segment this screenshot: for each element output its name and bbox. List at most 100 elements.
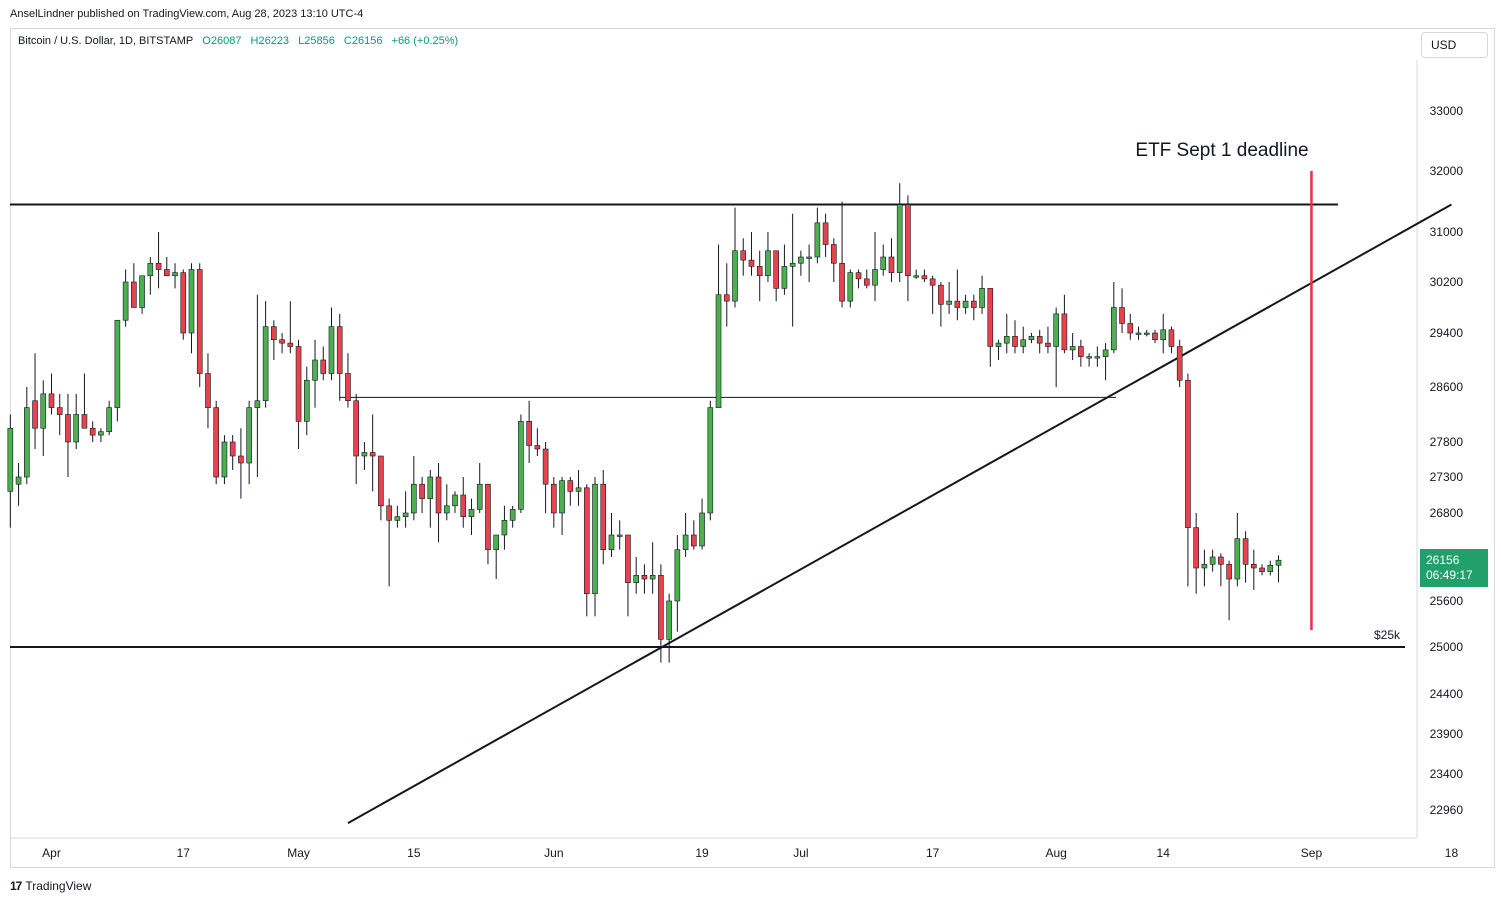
candle[interactable] [929,275,936,314]
candle[interactable] [756,250,763,302]
candle[interactable] [7,414,14,528]
currency-button[interactable]: USD [1421,32,1488,58]
candle[interactable] [1053,307,1059,388]
candle[interactable] [781,244,788,295]
candle[interactable] [287,301,294,354]
candle[interactable] [946,282,952,314]
candle[interactable] [987,288,994,367]
candle[interactable] [476,463,483,513]
candle[interactable] [172,263,178,289]
candle[interactable] [600,470,607,565]
support-trendline[interactable] [347,203,1452,824]
candle[interactable] [427,470,434,528]
candle[interactable] [592,477,598,617]
candle[interactable] [89,421,96,442]
candle[interactable] [814,207,821,264]
candle[interactable] [954,269,961,321]
candle[interactable] [905,195,911,302]
candle[interactable] [328,307,335,381]
candle[interactable] [658,564,664,663]
candle[interactable] [295,339,302,449]
candle[interactable] [567,477,574,506]
candle[interactable] [723,263,730,327]
candle[interactable] [888,238,895,282]
candle[interactable] [962,294,969,314]
candle[interactable] [740,238,747,276]
candle[interactable] [435,463,442,543]
candle[interactable] [526,400,532,463]
candle[interactable] [336,313,343,401]
candle[interactable] [114,319,121,422]
candle[interactable] [56,393,63,436]
candle[interactable] [40,380,47,456]
candle[interactable] [98,428,104,442]
candle[interactable] [65,393,71,477]
candle[interactable] [732,207,738,308]
candle[interactable] [163,257,170,277]
footer[interactable]: 17 TradingView [10,879,91,893]
candle[interactable] [616,520,623,550]
candle[interactable] [1127,313,1134,340]
candle[interactable] [1135,326,1142,340]
candle[interactable] [180,269,187,340]
candle[interactable] [641,564,648,594]
candle[interactable] [649,542,656,594]
candle[interactable] [921,269,928,283]
candle[interactable] [1251,549,1257,590]
candle[interactable] [378,455,384,521]
candle[interactable] [1119,288,1125,333]
candle[interactable] [1012,320,1018,354]
candle[interactable] [666,593,672,663]
candle[interactable] [765,232,771,282]
candle[interactable] [831,238,837,282]
candle[interactable] [1193,513,1199,594]
candle[interactable] [196,263,203,387]
candle[interactable] [221,435,228,485]
candle[interactable] [1275,555,1282,583]
candle[interactable] [847,269,854,308]
candle[interactable] [122,269,129,327]
candle[interactable] [691,520,697,550]
candle[interactable] [1218,553,1224,587]
candle[interactable] [1234,513,1241,587]
candle[interactable] [147,257,154,295]
candle[interactable] [1094,346,1101,367]
candle[interactable] [1078,339,1084,367]
candle[interactable] [1160,313,1167,354]
candle[interactable] [518,414,524,514]
candle[interactable] [715,244,722,408]
candle[interactable] [238,428,244,499]
candle[interactable] [748,232,755,276]
candle[interactable] [501,505,508,550]
candle[interactable] [312,339,318,408]
candle[interactable] [1209,549,1216,572]
candle[interactable] [411,456,417,521]
candle[interactable] [48,373,55,415]
candle[interactable] [81,373,88,429]
candle[interactable] [262,301,269,408]
candle[interactable] [213,400,219,485]
candle[interactable] [452,491,458,513]
candle[interactable] [1242,531,1249,583]
candle[interactable] [798,250,804,276]
candle[interactable] [254,294,261,477]
candle[interactable] [789,213,796,327]
candle[interactable] [229,435,236,470]
candle[interactable] [468,498,475,535]
candle[interactable] [1061,294,1068,354]
candle[interactable] [188,263,195,354]
candle[interactable] [1069,333,1076,360]
candle[interactable] [1045,326,1051,354]
candle[interactable] [1259,564,1265,576]
candle[interactable] [806,244,812,283]
candle[interactable] [419,477,425,513]
candle[interactable] [246,400,252,485]
candle[interactable] [1143,329,1150,337]
candle[interactable] [155,232,162,289]
candle[interactable] [1201,549,1208,587]
candle[interactable] [369,414,376,492]
candle[interactable] [1086,353,1092,367]
candle[interactable] [509,505,516,528]
candle[interactable] [625,534,631,617]
